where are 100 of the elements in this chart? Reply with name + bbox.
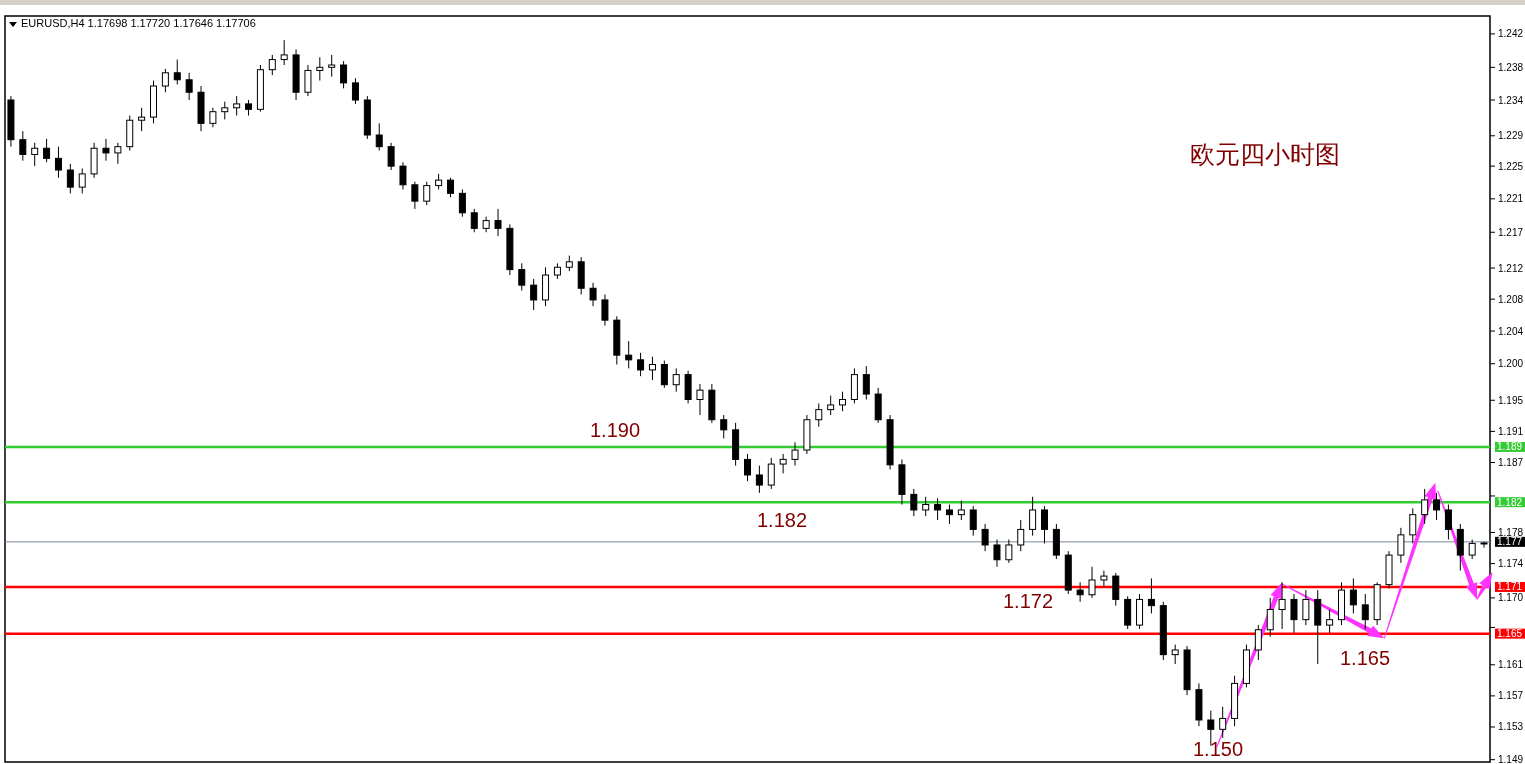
y-tick-label: 1.225 <box>1498 160 1524 172</box>
candlestick <box>969 505 977 537</box>
candlestick <box>470 208 478 233</box>
annotation: 1.172 <box>1003 590 1054 612</box>
candlestick <box>767 457 775 490</box>
candlestick <box>981 523 989 552</box>
candlestick <box>268 54 276 76</box>
candlestick <box>1029 496 1037 537</box>
candlestick <box>755 465 763 494</box>
candlestick <box>316 56 324 82</box>
candlestick <box>78 167 86 194</box>
candlestick <box>934 497 942 521</box>
annotation: 1.182 <box>757 509 808 531</box>
y-tick-label: 1.229 <box>1498 130 1524 142</box>
candlestick <box>233 95 241 117</box>
candlestick <box>411 181 419 210</box>
candlestick <box>957 500 965 521</box>
candlestick <box>660 360 668 389</box>
y-tick-label: 1.238 <box>1498 61 1524 73</box>
candlestick <box>161 68 169 93</box>
candlestick <box>1421 488 1429 525</box>
candlestick <box>1005 539 1013 564</box>
candlestick <box>1349 577 1357 614</box>
candlestick <box>1444 504 1452 541</box>
candlestick <box>458 188 466 218</box>
candlestick <box>720 414 728 439</box>
candlestick <box>423 181 431 206</box>
candlestick <box>494 208 502 237</box>
y-tick-label: 1.178 <box>1498 527 1524 539</box>
candlestick <box>696 383 704 416</box>
y-tick-label: 1.217 <box>1498 226 1524 238</box>
candlestick <box>1254 624 1262 661</box>
candlestick <box>387 142 395 171</box>
candlestick <box>1219 706 1227 739</box>
candlestick <box>744 453 751 482</box>
chart-title: EURUSD,H4 1.17698 1.17720 1.17646 1.17706 <box>21 17 256 29</box>
y-tick-label: 1.170 <box>1498 592 1524 604</box>
candlestick <box>399 161 407 190</box>
candlestick <box>1433 492 1441 521</box>
candlestick <box>945 504 953 525</box>
candlestick <box>1326 609 1334 634</box>
candlestick <box>1302 589 1310 626</box>
candlestick <box>530 278 538 311</box>
candlestick <box>1041 505 1048 544</box>
y-tick-label: 1.242 <box>1498 28 1524 40</box>
candlestick <box>779 453 787 474</box>
y-tick-label: 1.187 <box>1498 457 1524 469</box>
candlestick <box>31 142 39 167</box>
y-tick-label: 1.212 <box>1498 262 1524 274</box>
y-tick-label: 1.195 <box>1498 394 1524 406</box>
candlestick <box>328 54 336 78</box>
candlestick <box>922 496 930 517</box>
candlestick <box>518 262 526 292</box>
candlestick <box>340 60 348 89</box>
y-tick-label: 1.221 <box>1498 193 1524 205</box>
candlestick <box>114 142 122 165</box>
candlestick <box>791 441 799 467</box>
y-tick-label: 1.153 <box>1498 721 1524 733</box>
candlestick <box>1290 593 1298 634</box>
candlestick <box>648 356 656 381</box>
ref-line-label: 1.165 <box>1497 628 1523 640</box>
annotation: 1.190 <box>590 419 641 441</box>
candlestick <box>138 107 146 132</box>
annotation: 欧元四小时图 <box>1190 140 1340 169</box>
candlestick <box>589 282 597 307</box>
candlestick <box>173 59 181 85</box>
ref-line-label: 1.189 <box>1497 441 1523 453</box>
candlestick <box>1480 541 1488 549</box>
annotation: 1.150 <box>1193 738 1244 760</box>
candlestick <box>1076 581 1084 603</box>
candlestick <box>1088 566 1096 599</box>
ref-line-label: 1.171 <box>1497 581 1523 593</box>
candlestick <box>66 163 74 194</box>
candlestick <box>815 402 823 428</box>
candlestick <box>304 64 312 97</box>
y-tick-label: 1.161 <box>1498 659 1524 671</box>
candlestick <box>185 72 193 101</box>
candlestick <box>447 177 454 198</box>
candlestick <box>1361 593 1369 630</box>
candlestick <box>19 130 27 162</box>
y-tick-label: 1.204 <box>1498 325 1524 337</box>
candlestick <box>54 146 62 179</box>
candlestick <box>1112 572 1120 607</box>
candlestick <box>1171 644 1179 665</box>
y-tick-label: 1.157 <box>1498 690 1524 702</box>
ref-line-label: 1.182 <box>1497 496 1523 508</box>
y-tick-label: 1.149 <box>1498 754 1524 764</box>
candlestick <box>910 488 918 517</box>
y-tick-label: 1.234 <box>1498 94 1524 106</box>
y-tick-label: 1.200 <box>1498 358 1524 370</box>
candlestick <box>102 138 110 162</box>
candlestick <box>1409 507 1417 544</box>
candlestick <box>601 293 609 327</box>
y-tick-label: 1.174 <box>1498 558 1524 570</box>
candlestick <box>1278 581 1286 630</box>
candlestick <box>839 391 847 412</box>
candlestick <box>637 352 645 377</box>
y-tick-label: 1.191 <box>1498 425 1524 437</box>
candlestick <box>672 367 680 393</box>
candlestick <box>862 365 870 400</box>
